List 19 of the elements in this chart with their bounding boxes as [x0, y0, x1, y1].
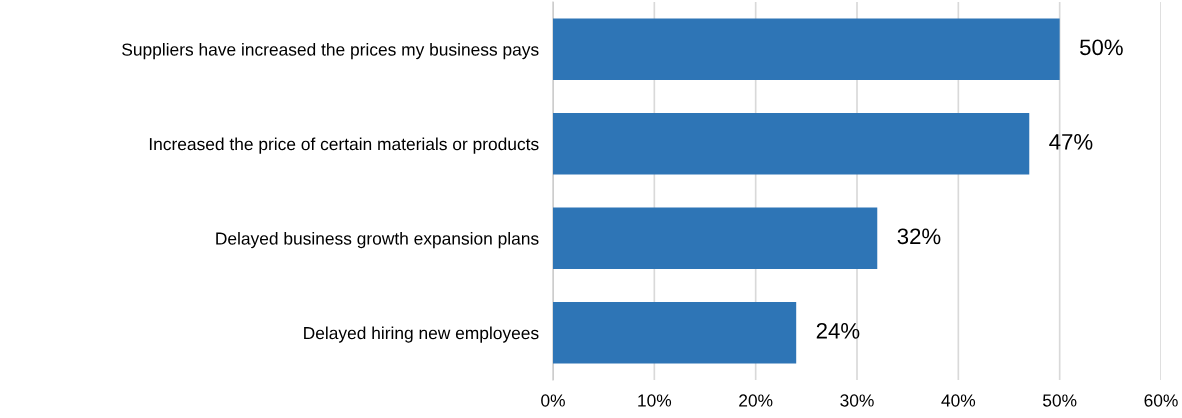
- x-tick-label: 30%: [840, 394, 874, 407]
- data-label: 24%: [816, 322, 860, 339]
- bar: [553, 302, 797, 364]
- data-label: 32%: [897, 228, 941, 245]
- x-tick-label: 20%: [739, 394, 773, 407]
- x-tick-label: 50%: [1042, 394, 1077, 407]
- bar: [553, 18, 1060, 80]
- y-tick-label: Delayed hiring new employees: [304, 326, 539, 343]
- y-tick-label: Delayed business growth expansion plans: [216, 231, 539, 249]
- x-tick-label: 0%: [541, 394, 565, 407]
- data-label: 50%: [1080, 39, 1123, 56]
- x-tick-label: 40%: [941, 394, 976, 407]
- data-label: 47%: [1049, 134, 1093, 150]
- y-tick-label: Suppliers have increased the prices my business pays: [122, 42, 539, 60]
- bar: [553, 113, 1030, 175]
- bar: [553, 207, 878, 269]
- x-tick-label: 10%: [638, 394, 672, 407]
- y-tick-label: Increased the price of certain materials or products: [149, 137, 539, 154]
- x-tick-label: 60%: [1144, 394, 1178, 407]
